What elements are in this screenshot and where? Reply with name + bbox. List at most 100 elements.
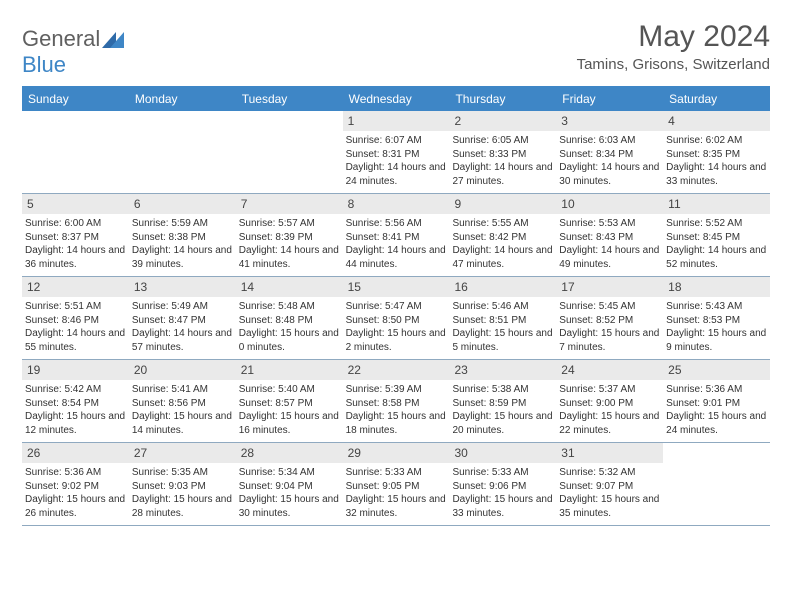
day-number: 15 <box>343 277 450 297</box>
day-body: Sunrise: 6:00 AMSunset: 8:37 PMDaylight:… <box>25 217 126 271</box>
week-row: 12 Sunrise: 5:51 AMSunset: 8:46 PMDayligh… <box>22 277 770 360</box>
day-number: 25 <box>663 360 770 380</box>
day-cell: 5Sunrise: 6:00 AMSunset: 8:37 PMDaylight… <box>22 194 129 276</box>
day-number: 19 <box>22 360 129 380</box>
day-number: 23 <box>449 360 556 380</box>
weeks-container: 1 Sunrise: 6:07 AMSunset: 8:31 PMDaylight… <box>22 111 770 526</box>
day-number: 30 <box>449 443 556 463</box>
day-cell: 23 Sunrise: 5:38 AMSunset: 8:59 PMDayligh… <box>449 360 556 442</box>
day-cell: 30 Sunrise: 5:33 AMSunset: 9:06 PMDayligh… <box>449 443 556 525</box>
day-number: 13 <box>129 277 236 297</box>
day-cell: 2 Sunrise: 6:05 AMSunset: 8:33 PMDaylight… <box>449 111 556 193</box>
week-row: 26 Sunrise: 5:36 AMSunset: 9:02 PMDayligh… <box>22 443 770 526</box>
day-body: Sunrise: 5:36 AMSunset: 9:01 PMDaylight:… <box>666 383 767 437</box>
day-cell: 28 Sunrise: 5:34 AMSunset: 9:04 PMDayligh… <box>236 443 343 525</box>
day-number: 9 <box>449 194 556 214</box>
day-cell: 16 Sunrise: 5:46 AMSunset: 8:51 PMDayligh… <box>449 277 556 359</box>
day-body: Sunrise: 5:33 AMSunset: 9:06 PMDaylight:… <box>452 466 553 520</box>
day-number: 27 <box>129 443 236 463</box>
day-body: Sunrise: 5:39 AMSunset: 8:58 PMDaylight:… <box>346 383 447 437</box>
day-cell: 31 Sunrise: 5:32 AMSunset: 9:07 PMDayligh… <box>556 443 663 525</box>
day-number: 8 <box>343 194 450 214</box>
day-body: Sunrise: 5:45 AMSunset: 8:52 PMDaylight:… <box>559 300 660 354</box>
day-header: Tuesday <box>236 87 343 111</box>
day-cell: 12 Sunrise: 5:51 AMSunset: 8:46 PMDayligh… <box>22 277 129 359</box>
day-number: 1 <box>343 111 450 131</box>
day-number: 28 <box>236 443 343 463</box>
day-number: 26 <box>22 443 129 463</box>
day-body: Sunrise: 5:49 AMSunset: 8:47 PMDaylight:… <box>132 300 233 354</box>
day-number: 4 <box>663 111 770 131</box>
logo-mark-icon <box>102 32 124 48</box>
day-cell: 21 Sunrise: 5:40 AMSunset: 8:57 PMDayligh… <box>236 360 343 442</box>
day-number: 3 <box>556 111 663 131</box>
day-body: Sunrise: 5:34 AMSunset: 9:04 PMDaylight:… <box>239 466 340 520</box>
day-header: Sunday <box>22 87 129 111</box>
day-body: Sunrise: 5:59 AMSunset: 8:38 PMDaylight:… <box>132 217 233 271</box>
day-number: 20 <box>129 360 236 380</box>
day-body: Sunrise: 5:32 AMSunset: 9:07 PMDaylight:… <box>559 466 660 520</box>
day-body: Sunrise: 5:36 AMSunset: 9:02 PMDaylight:… <box>25 466 126 520</box>
day-cell: 9 Sunrise: 5:55 AMSunset: 8:42 PMDaylight… <box>449 194 556 276</box>
logo: General Blue <box>22 20 124 78</box>
day-body: Sunrise: 5:51 AMSunset: 8:46 PMDaylight:… <box>25 300 126 354</box>
day-body: Sunrise: 5:40 AMSunset: 8:57 PMDaylight:… <box>239 383 340 437</box>
day-cell: 1 Sunrise: 6:07 AMSunset: 8:31 PMDaylight… <box>343 111 450 193</box>
day-cell <box>22 111 129 193</box>
day-body: Sunrise: 5:56 AMSunset: 8:41 PMDaylight:… <box>346 217 447 271</box>
day-body: Sunrise: 5:46 AMSunset: 8:51 PMDaylight:… <box>452 300 553 354</box>
day-number: 21 <box>236 360 343 380</box>
day-number: 10 <box>556 194 663 214</box>
day-body: Sunrise: 6:03 AMSunset: 8:34 PMDaylight:… <box>559 134 660 188</box>
location-subtitle: Tamins, Grisons, Switzerland <box>577 56 770 73</box>
day-body: Sunrise: 5:35 AMSunset: 9:03 PMDaylight:… <box>132 466 233 520</box>
day-body: Sunrise: 5:33 AMSunset: 9:05 PMDaylight:… <box>346 466 447 520</box>
day-number: 16 <box>449 277 556 297</box>
title-block: May 2024 Tamins, Grisons, Switzerland <box>577 20 770 73</box>
day-cell: 10 Sunrise: 5:53 AMSunset: 8:43 PMDayligh… <box>556 194 663 276</box>
day-header: Monday <box>129 87 236 111</box>
day-cell <box>663 443 770 525</box>
day-cell: 17Sunrise: 5:45 AMSunset: 8:52 PMDayligh… <box>556 277 663 359</box>
day-cell: 25 Sunrise: 5:36 AMSunset: 9:01 PMDayligh… <box>663 360 770 442</box>
day-cell <box>129 111 236 193</box>
day-number: 22 <box>343 360 450 380</box>
day-header-row: SundayMondayTuesdayWednesdayThursdayFrid… <box>22 87 770 111</box>
day-body: Sunrise: 5:55 AMSunset: 8:42 PMDaylight:… <box>452 217 553 271</box>
day-number: 14 <box>236 277 343 297</box>
day-number: 6 <box>129 194 236 214</box>
day-body: Sunrise: 5:43 AMSunset: 8:53 PMDaylight:… <box>666 300 767 354</box>
page-title: May 2024 <box>577 20 770 54</box>
day-cell: 29 Sunrise: 5:33 AMSunset: 9:05 PMDayligh… <box>343 443 450 525</box>
calendar: SundayMondayTuesdayWednesdayThursdayFrid… <box>22 86 770 526</box>
day-body: Sunrise: 6:05 AMSunset: 8:33 PMDaylight:… <box>452 134 553 188</box>
day-body: Sunrise: 5:38 AMSunset: 8:59 PMDaylight:… <box>452 383 553 437</box>
day-cell: 26 Sunrise: 5:36 AMSunset: 9:02 PMDayligh… <box>22 443 129 525</box>
day-number: 31 <box>556 443 663 463</box>
day-number: 2 <box>449 111 556 131</box>
day-cell <box>236 111 343 193</box>
day-body: Sunrise: 6:02 AMSunset: 8:35 PMDaylight:… <box>666 134 767 188</box>
day-body: Sunrise: 5:47 AMSunset: 8:50 PMDaylight:… <box>346 300 447 354</box>
day-cell: 22 Sunrise: 5:39 AMSunset: 8:58 PMDayligh… <box>343 360 450 442</box>
day-body: Sunrise: 6:07 AMSunset: 8:31 PMDaylight:… <box>346 134 447 188</box>
day-body: Sunrise: 5:41 AMSunset: 8:56 PMDaylight:… <box>132 383 233 437</box>
day-cell: 14 Sunrise: 5:48 AMSunset: 8:48 PMDayligh… <box>236 277 343 359</box>
day-header: Friday <box>556 87 663 111</box>
day-cell: 24Sunrise: 5:37 AMSunset: 9:00 PMDayligh… <box>556 360 663 442</box>
logo-text-gray: General <box>22 26 100 51</box>
day-body: Sunrise: 5:53 AMSunset: 8:43 PMDaylight:… <box>559 217 660 271</box>
day-header: Thursday <box>449 87 556 111</box>
day-body: Sunrise: 5:57 AMSunset: 8:39 PMDaylight:… <box>239 217 340 271</box>
day-header: Wednesday <box>343 87 450 111</box>
day-cell: 15 Sunrise: 5:47 AMSunset: 8:50 PMDayligh… <box>343 277 450 359</box>
day-cell: 7 Sunrise: 5:57 AMSunset: 8:39 PMDaylight… <box>236 194 343 276</box>
day-body: Sunrise: 5:37 AMSunset: 9:00 PMDaylight:… <box>559 383 660 437</box>
day-number: 29 <box>343 443 450 463</box>
day-number: 12 <box>22 277 129 297</box>
day-cell: 4 Sunrise: 6:02 AMSunset: 8:35 PMDaylight… <box>663 111 770 193</box>
day-body: Sunrise: 5:48 AMSunset: 8:48 PMDaylight:… <box>239 300 340 354</box>
week-row: 5Sunrise: 6:00 AMSunset: 8:37 PMDaylight… <box>22 194 770 277</box>
day-number: 7 <box>236 194 343 214</box>
week-row: 1 Sunrise: 6:07 AMSunset: 8:31 PMDaylight… <box>22 111 770 194</box>
